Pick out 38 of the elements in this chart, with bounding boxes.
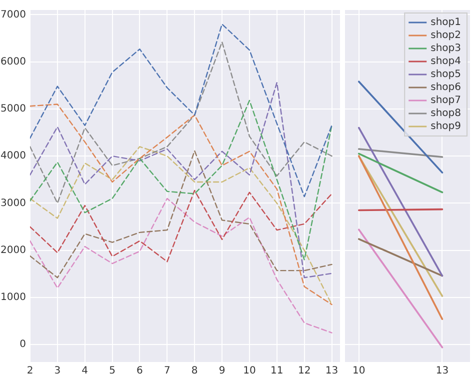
line-series xyxy=(30,100,332,260)
x-tick-label: 2 xyxy=(26,366,34,377)
legend-label: shop9 xyxy=(430,121,462,132)
legend-label: shop3 xyxy=(430,43,462,54)
x-tick-label: 3 xyxy=(54,366,61,377)
legend-label: shop5 xyxy=(430,69,462,80)
line-series xyxy=(30,146,332,306)
x-tick-label: 8 xyxy=(191,366,198,377)
y-tick-label: 1000 xyxy=(0,292,26,304)
legend-label: shop2 xyxy=(430,30,462,42)
legend-label: shop4 xyxy=(430,56,462,68)
line-series xyxy=(30,150,332,278)
y-tick-label: 0 xyxy=(20,339,26,350)
y-tick-label: 7000 xyxy=(0,9,26,20)
x-tick-label: 6 xyxy=(136,366,143,377)
x-tick-label: 7 xyxy=(164,366,170,377)
legend-label: shop6 xyxy=(430,82,462,94)
line-series xyxy=(30,104,332,306)
x-tick-label: 11 xyxy=(270,366,284,377)
x-tick-label: 13 xyxy=(436,366,449,377)
line-series xyxy=(30,82,332,278)
line-series xyxy=(30,190,332,262)
y-tick-label: 5000 xyxy=(0,104,26,115)
x-tick-label: 10 xyxy=(352,366,366,377)
y-tick-label: 2000 xyxy=(0,244,26,256)
x-tick-label: 10 xyxy=(243,366,256,377)
x-tick-label: 5 xyxy=(109,366,116,377)
legend-label: shop8 xyxy=(430,108,462,120)
x-tick-label: 12 xyxy=(298,366,311,377)
line-series xyxy=(30,198,332,334)
legend-label: shop7 xyxy=(430,95,462,106)
x-tick-label: 9 xyxy=(218,366,226,377)
x-tick-label: 13 xyxy=(325,366,338,377)
y-tick-label: 3000 xyxy=(0,198,26,209)
y-tick-label: 6000 xyxy=(0,56,26,68)
x-tick-label: 4 xyxy=(82,366,88,377)
y-tick-label: 4000 xyxy=(0,150,26,162)
legend-label: shop1 xyxy=(430,17,462,28)
